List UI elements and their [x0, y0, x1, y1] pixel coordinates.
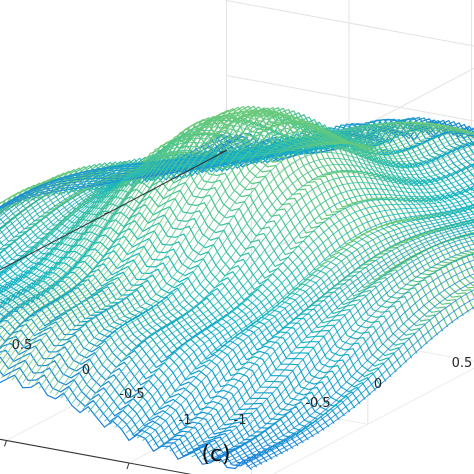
x-axis-line: [0, 150, 227, 271]
surface-mesh-line: [196, 239, 474, 459]
surface-mesh-line: [0, 110, 461, 373]
surface-mesh-line: [60, 145, 474, 399]
surface-mesh-line: [17, 114, 474, 382]
surface-mesh-line: [55, 141, 474, 396]
grid-line: [128, 280, 474, 464]
surface-mesh-line: [125, 199, 474, 434]
surface-mesh-line: [104, 182, 474, 422]
surface-mesh-line: [153, 216, 474, 446]
surface-mesh-line: [98, 177, 474, 419]
surface-mesh-line: [218, 259, 474, 463]
surface-mesh-line: [180, 229, 474, 455]
surface-mesh-line: [147, 213, 474, 444]
x-tick-label: -0.5: [119, 387, 144, 402]
grid-line: [6, 195, 472, 441]
surface-mesh: [0, 105, 474, 470]
surface-mesh-line: [93, 173, 474, 416]
surface-mesh-line: [0, 142, 276, 218]
surface-mesh-line: [66, 149, 474, 402]
surface-mesh-line: [0, 120, 429, 330]
x-tick-mark: [220, 150, 227, 153]
surface-mesh-line: [240, 289, 474, 467]
surface-mesh-line: [164, 221, 474, 450]
surface-mesh-line: [0, 113, 445, 349]
x-tick-label: 0: [82, 363, 90, 378]
surface-mesh-line: [185, 232, 474, 456]
axes-frame: [0, 150, 227, 474]
x-axis-tick-labels: 0.5 0 -0.5 -1: [12, 338, 192, 428]
surface-mesh-line: [235, 281, 474, 466]
grid-line: [226, 75, 474, 122]
surface-mesh-line: [87, 168, 474, 413]
grid-line: [251, 217, 474, 336]
surface-mesh-line: [131, 203, 474, 436]
surface-mesh-line: [22, 116, 474, 384]
surface-mesh-line: [251, 306, 474, 469]
y-tick-label: -1: [234, 413, 247, 428]
surface-mesh-line: [224, 266, 474, 464]
y-tick-label: 0: [374, 377, 382, 392]
surface-mesh-line: [142, 210, 474, 441]
surface-mesh-line: [38, 127, 474, 389]
grid-line: [251, 142, 474, 261]
surface-mesh-line: [0, 143, 287, 225]
surface-mesh-line: [213, 253, 474, 462]
y-axis-tick-labels: -1 -0.5 0 0.5: [234, 356, 473, 428]
surface-mesh-line: [44, 131, 474, 391]
x-tick-mark: [104, 211, 111, 215]
surface-mesh-line: [120, 196, 474, 431]
surface-mesh-line: [109, 187, 474, 425]
y-tick-label: -0.5: [305, 396, 330, 411]
surface-mesh-line: [0, 110, 467, 379]
surface-mesh-line: [0, 141, 271, 214]
surface-mesh-line: [169, 224, 474, 452]
grid-line: [251, 292, 474, 411]
surface-mesh-line: [245, 297, 474, 468]
grid-line: [272, 367, 474, 474]
y-tick-mark: [126, 462, 130, 470]
surface-mesh-line: [0, 115, 439, 342]
surface-mesh-line: [0, 110, 456, 364]
grid-line: [251, 67, 474, 186]
surface-mesh-line: [115, 191, 474, 428]
surface-mesh-line: [11, 112, 474, 381]
panel-label: (c): [201, 442, 230, 467]
surface-mesh-line: [175, 227, 474, 453]
grid-line: [0, 172, 350, 358]
surface-mesh-line: [33, 123, 474, 387]
surface-mesh-line: [158, 219, 474, 448]
surface-mesh-line: [229, 273, 474, 465]
y-tick-mark: [4, 440, 7, 447]
x-tick-label: -1: [179, 413, 192, 428]
surface-mesh-line: [136, 207, 474, 439]
x-tick-label: 0.5: [12, 338, 33, 353]
surface-mesh-line: [0, 117, 434, 336]
surface-mesh-line: [207, 248, 474, 461]
surface-mesh-line: [71, 153, 474, 404]
grid-line: [226, 0, 474, 47]
surface-mesh-line: [6, 110, 472, 380]
y-tick-label: 0.5: [452, 356, 473, 371]
surface-mesh-line: [27, 119, 474, 385]
surface-mesh-line: [76, 158, 474, 407]
surface-mesh-line: [202, 243, 474, 460]
surface-mesh-line: [49, 136, 474, 394]
surface-mesh-line: [0, 129, 390, 304]
surface-mesh-line: [82, 163, 474, 410]
surface-mesh-line: [0, 111, 450, 356]
surface-mesh-line: [191, 235, 474, 458]
